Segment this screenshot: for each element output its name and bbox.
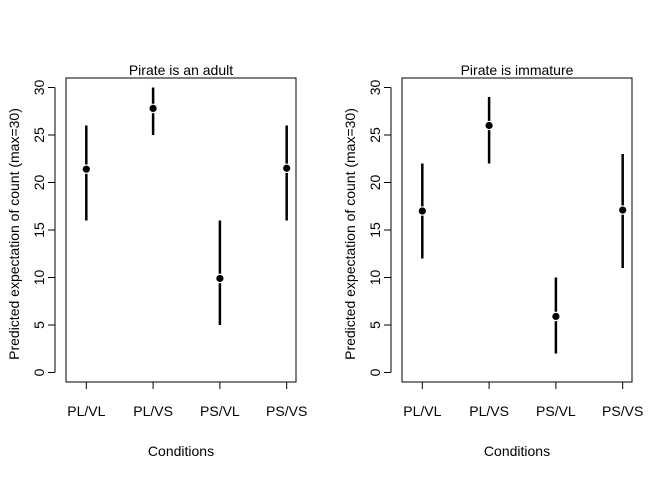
data-point [81, 164, 92, 174]
x-tick-label: PS/VL [200, 403, 240, 419]
y-tick-label: 10 [31, 270, 47, 286]
x-tick-label: PL/VS [133, 403, 173, 419]
chart-title: Pirate is immature [461, 62, 574, 78]
data-point [148, 103, 158, 114]
y-tick-label: 15 [367, 222, 383, 238]
y-tick-label: 25 [31, 127, 47, 143]
y-axis-label: Predicted expectation of count (max=30) [342, 108, 358, 360]
y-tick-label: 25 [367, 127, 383, 143]
y-tick-label: 20 [367, 175, 383, 191]
data-point [215, 273, 225, 284]
x-axis-label: Conditions [484, 443, 550, 459]
data-point [417, 206, 428, 216]
x-tick-label: PS/VS [602, 403, 643, 419]
y-tick-label: 15 [31, 222, 47, 238]
x-tick-label: PS/VL [536, 403, 576, 419]
plot-frame [65, 77, 297, 383]
plot-frame [401, 77, 633, 383]
x-tick-label: PL/VL [403, 403, 441, 419]
x-axis-label: Conditions [148, 443, 214, 459]
data-point [617, 205, 628, 215]
y-tick-label: 5 [367, 321, 383, 329]
data-point [484, 120, 494, 131]
data-point [551, 311, 561, 322]
x-tick-label: PL/VS [469, 403, 509, 419]
y-tick-label: 0 [367, 368, 383, 376]
panel-immature: Pirate is immature 0 5 10 15 20 25 30 Predicted … [342, 62, 643, 459]
y-tick-label: 0 [31, 368, 47, 376]
x-tick-label: PS/VS [266, 403, 307, 419]
x-tick-label: PL/VL [67, 403, 105, 419]
data-point [281, 163, 292, 174]
y-tick-label: 30 [31, 80, 47, 96]
y-tick-label: 5 [31, 321, 47, 329]
panel-adult: Pirate is an adult 0 5 10 15 20 25 30 Predicted … [6, 62, 307, 459]
y-tick-label: 30 [367, 80, 383, 96]
chart-title: Pirate is an adult [129, 62, 233, 78]
y-tick-label: 20 [31, 175, 47, 191]
y-axis-label: Predicted expectation of count (max=30) [6, 108, 22, 360]
y-tick-label: 10 [367, 270, 383, 286]
